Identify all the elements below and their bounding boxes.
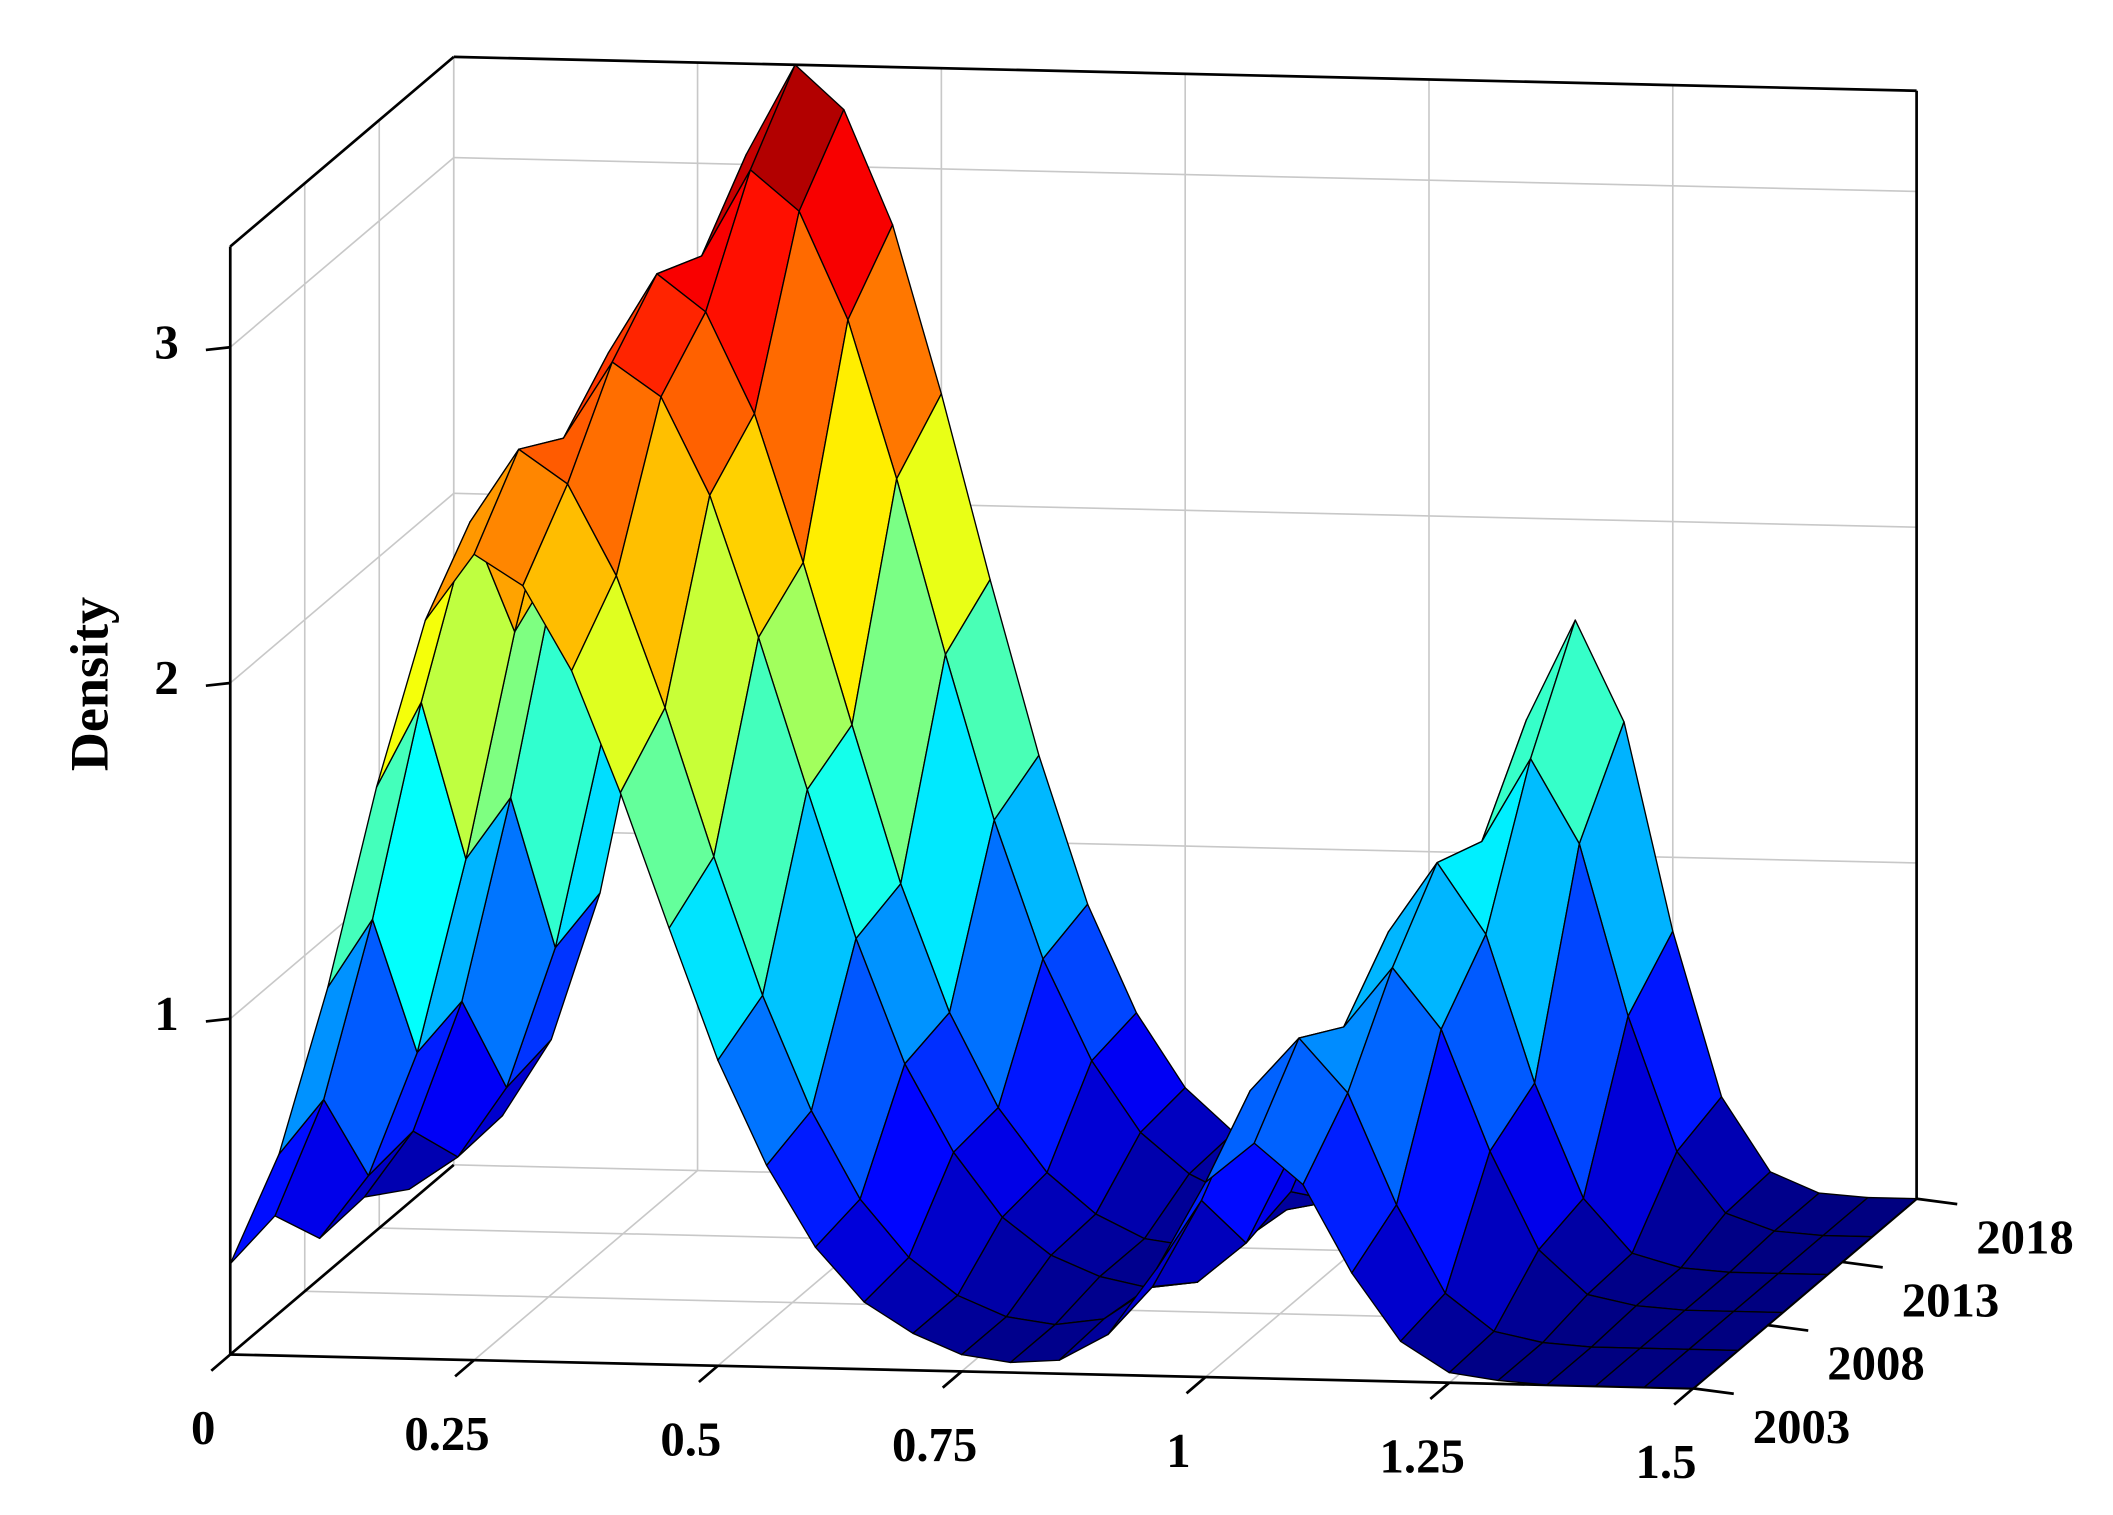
x-tick [698, 1364, 719, 1384]
y-tick-label: 2003 [1753, 1400, 1851, 1454]
x-tick [1185, 1376, 1207, 1395]
grid-line [229, 156, 455, 348]
y-tick [1767, 1323, 1809, 1332]
x-tick [454, 1359, 475, 1378]
surface-patch [1643, 1348, 1739, 1390]
box-edge [229, 55, 455, 248]
y-tick-label: 2013 [1902, 1273, 2000, 1327]
grid-line [453, 156, 1917, 193]
x-tick-label: 0.5 [660, 1413, 721, 1467]
x-tick-label: 1 [1166, 1424, 1190, 1478]
x-tick [210, 1353, 232, 1372]
x-tick-label: 0.75 [892, 1418, 977, 1472]
y-tick [1841, 1260, 1883, 1269]
x-tick [1673, 1387, 1694, 1406]
z-tick-label: 3 [154, 315, 178, 369]
y-tick-label: 2008 [1827, 1337, 1925, 1391]
grid-line [473, 1169, 699, 1361]
z-tick [205, 345, 231, 352]
z-tick [205, 1017, 231, 1023]
y-tick [1692, 1387, 1734, 1396]
grid-line [229, 492, 455, 684]
z-axis-label: Density [59, 597, 119, 772]
box-edge [453, 55, 1917, 93]
x-tick-label: 0.25 [404, 1407, 489, 1461]
x-tick-label: 1.5 [1636, 1435, 1697, 1489]
x-tick [941, 1370, 963, 1389]
x-tick-label: 0 [191, 1401, 215, 1455]
box-edge [229, 1163, 455, 1356]
y-tick-label: 2018 [1976, 1210, 2074, 1264]
x-tick [1429, 1381, 1451, 1400]
z-tick-label: 2 [154, 651, 178, 705]
z-tick-label: 1 [154, 987, 178, 1041]
x-tick-label: 1.25 [1380, 1429, 1465, 1483]
y-tick [1916, 1197, 1958, 1206]
z-tick [205, 681, 231, 688]
